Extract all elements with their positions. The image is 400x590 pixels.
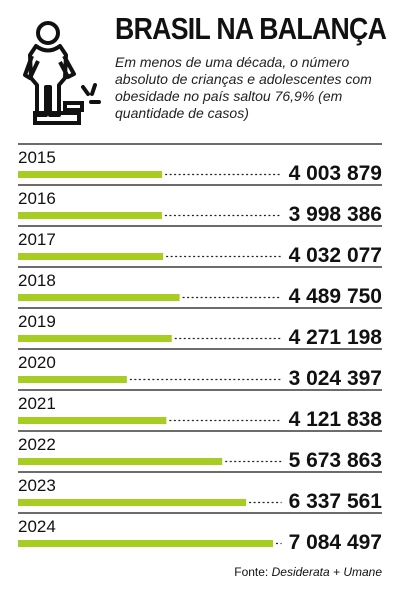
bar-2020 bbox=[18, 376, 127, 383]
bar-2017 bbox=[18, 253, 164, 260]
value-label-2024: 7 084 497 bbox=[289, 531, 382, 554]
bar-2015 bbox=[18, 171, 163, 178]
value-label-2022: 5 673 863 bbox=[289, 449, 382, 472]
bar-2022 bbox=[18, 458, 223, 465]
year-label: 2024 bbox=[18, 517, 56, 536]
year-label: 2023 bbox=[18, 476, 56, 495]
bar-2016 bbox=[18, 212, 162, 219]
source-label: Fonte: bbox=[234, 565, 269, 579]
value-label-2018: 4 489 750 bbox=[289, 285, 382, 308]
bar-2023 bbox=[18, 499, 247, 506]
year-label: 2018 bbox=[18, 271, 56, 290]
source-note: Fonte: Desiderata + Umane bbox=[234, 565, 382, 579]
bar-2024 bbox=[18, 540, 273, 547]
value-label-2020: 3 024 397 bbox=[289, 367, 382, 390]
scale-icon bbox=[23, 21, 101, 125]
bar-2021 bbox=[18, 417, 167, 424]
year-label: 2015 bbox=[18, 148, 56, 167]
source-publishers: Desiderata + Umane bbox=[271, 565, 382, 579]
year-label: 2020 bbox=[18, 353, 56, 372]
value-label-2017: 4 032 077 bbox=[289, 244, 382, 267]
year-label: 2019 bbox=[18, 312, 56, 331]
value-label-2023: 6 337 561 bbox=[289, 490, 383, 513]
value-label-2021: 4 121 838 bbox=[289, 408, 383, 431]
year-label: 2017 bbox=[18, 230, 56, 249]
bar-2019 bbox=[18, 335, 172, 342]
value-label-2015: 4 003 879 bbox=[289, 162, 382, 185]
value-label-2019: 4 271 198 bbox=[289, 326, 383, 349]
bar-2018 bbox=[18, 294, 180, 301]
year-label: 2021 bbox=[18, 394, 56, 413]
value-label-2016: 3 998 386 bbox=[289, 203, 382, 226]
chart-title: BRASIL NA BALANÇA bbox=[115, 11, 387, 46]
chart-header: BRASIL NA BALANÇA Em menos de uma década… bbox=[18, 12, 387, 134]
year-label: 2016 bbox=[18, 189, 56, 208]
chart-subtitle: Em menos de uma década, o número absolut… bbox=[115, 54, 372, 121]
year-label: 2022 bbox=[18, 435, 56, 454]
